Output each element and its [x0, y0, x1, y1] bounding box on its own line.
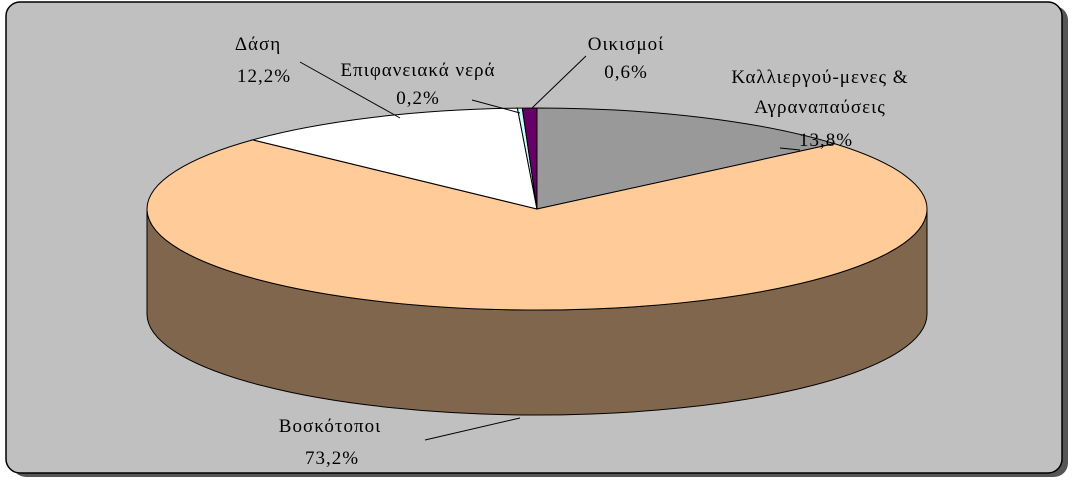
value-label: 12,2%: [236, 66, 292, 87]
value-label: 0,2%: [396, 88, 440, 109]
leader-line: [779, 147, 801, 151]
leader-line: [471, 99, 521, 114]
leader-line: [299, 61, 401, 119]
leader-line: [531, 55, 587, 109]
leader-line: [424, 417, 521, 441]
slice: [250, 107, 538, 210]
slice: [146, 139, 928, 311]
slices: [146, 107, 928, 416]
category-label: Καλλιεργού-μενες & Αγραναπαύσεις: [731, 67, 909, 118]
value-label: 0,6%: [604, 62, 648, 83]
leader-lines: [299, 55, 801, 441]
category-label: Δάση: [234, 34, 282, 55]
category-label: Βοσκότοποι: [278, 416, 382, 437]
value-label: 13,8%: [798, 130, 854, 151]
slice: [536, 107, 837, 210]
value-label: 73,2%: [304, 448, 360, 469]
slice: [521, 107, 538, 210]
category-label: Οικισμοί: [587, 34, 665, 55]
category-label: Επιφανειακά νερά: [340, 60, 496, 81]
